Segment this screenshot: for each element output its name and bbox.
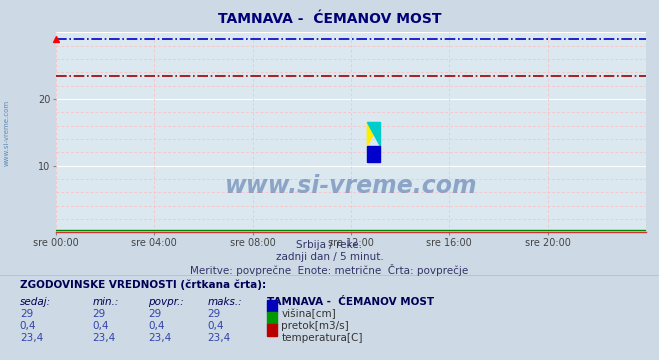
Text: zadnji dan / 5 minut.: zadnji dan / 5 minut. bbox=[275, 252, 384, 262]
Text: 29: 29 bbox=[148, 309, 161, 319]
Text: povpr.:: povpr.: bbox=[148, 297, 184, 307]
Polygon shape bbox=[367, 145, 380, 162]
Text: 0,4: 0,4 bbox=[148, 321, 165, 331]
Text: višina[cm]: višina[cm] bbox=[281, 309, 336, 319]
Text: 0,4: 0,4 bbox=[208, 321, 224, 331]
Text: pretok[m3/s]: pretok[m3/s] bbox=[281, 321, 349, 331]
Text: maks.:: maks.: bbox=[208, 297, 243, 307]
Text: min.:: min.: bbox=[92, 297, 119, 307]
Text: 29: 29 bbox=[208, 309, 221, 319]
Text: www.si-vreme.com: www.si-vreme.com bbox=[3, 100, 10, 166]
Text: 23,4: 23,4 bbox=[20, 333, 43, 343]
Text: 23,4: 23,4 bbox=[208, 333, 231, 343]
Text: Srbija / reke.: Srbija / reke. bbox=[297, 240, 362, 251]
Text: 23,4: 23,4 bbox=[92, 333, 115, 343]
Text: TAMNAVA -  ĆEMANOV MOST: TAMNAVA - ĆEMANOV MOST bbox=[217, 12, 442, 26]
Text: 23,4: 23,4 bbox=[148, 333, 171, 343]
Polygon shape bbox=[367, 122, 380, 145]
Text: sedaj:: sedaj: bbox=[20, 297, 51, 307]
Text: ZGODOVINSKE VREDNOSTI (črtkana črta):: ZGODOVINSKE VREDNOSTI (črtkana črta): bbox=[20, 279, 266, 289]
Polygon shape bbox=[367, 122, 380, 145]
Text: temperatura[C]: temperatura[C] bbox=[281, 333, 363, 343]
Text: 29: 29 bbox=[92, 309, 105, 319]
Text: Meritve: povprečne  Enote: metrične  Črta: povprečje: Meritve: povprečne Enote: metrične Črta:… bbox=[190, 264, 469, 275]
Text: www.si-vreme.com: www.si-vreme.com bbox=[225, 174, 477, 198]
Text: 0,4: 0,4 bbox=[20, 321, 36, 331]
Text: 0,4: 0,4 bbox=[92, 321, 109, 331]
Text: TAMNAVA -  ĆEMANOV MOST: TAMNAVA - ĆEMANOV MOST bbox=[267, 297, 434, 307]
Text: 29: 29 bbox=[20, 309, 33, 319]
